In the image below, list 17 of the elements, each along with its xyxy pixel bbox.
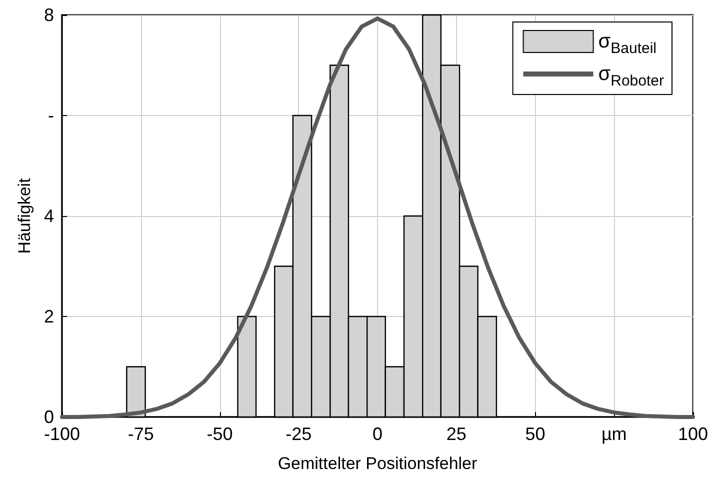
- y-tick-label: 8: [44, 5, 54, 25]
- x-tick-label: µm: [601, 424, 627, 444]
- x-tick-label: -100: [44, 424, 80, 444]
- y-tick-label: 2: [44, 306, 54, 326]
- line-series: [60, 16, 695, 419]
- x-tick-label: 0: [372, 424, 383, 444]
- x-tick-label: -75: [128, 424, 154, 444]
- y-tick-label: 4: [44, 206, 54, 226]
- x-tick-label: -25: [286, 424, 312, 444]
- y-tick-label: -: [48, 106, 54, 126]
- y-tick-label: 0: [44, 407, 54, 427]
- x-tick-label: -50: [206, 424, 233, 444]
- x-axis-title: Gemittelter Positionsfehler: [278, 454, 478, 473]
- x-tick-label: 25: [446, 424, 466, 444]
- y-axis-title: Häufigkeit: [15, 178, 34, 254]
- x-tick-label: 100: [678, 424, 708, 444]
- x-tick-label: 50: [525, 424, 546, 444]
